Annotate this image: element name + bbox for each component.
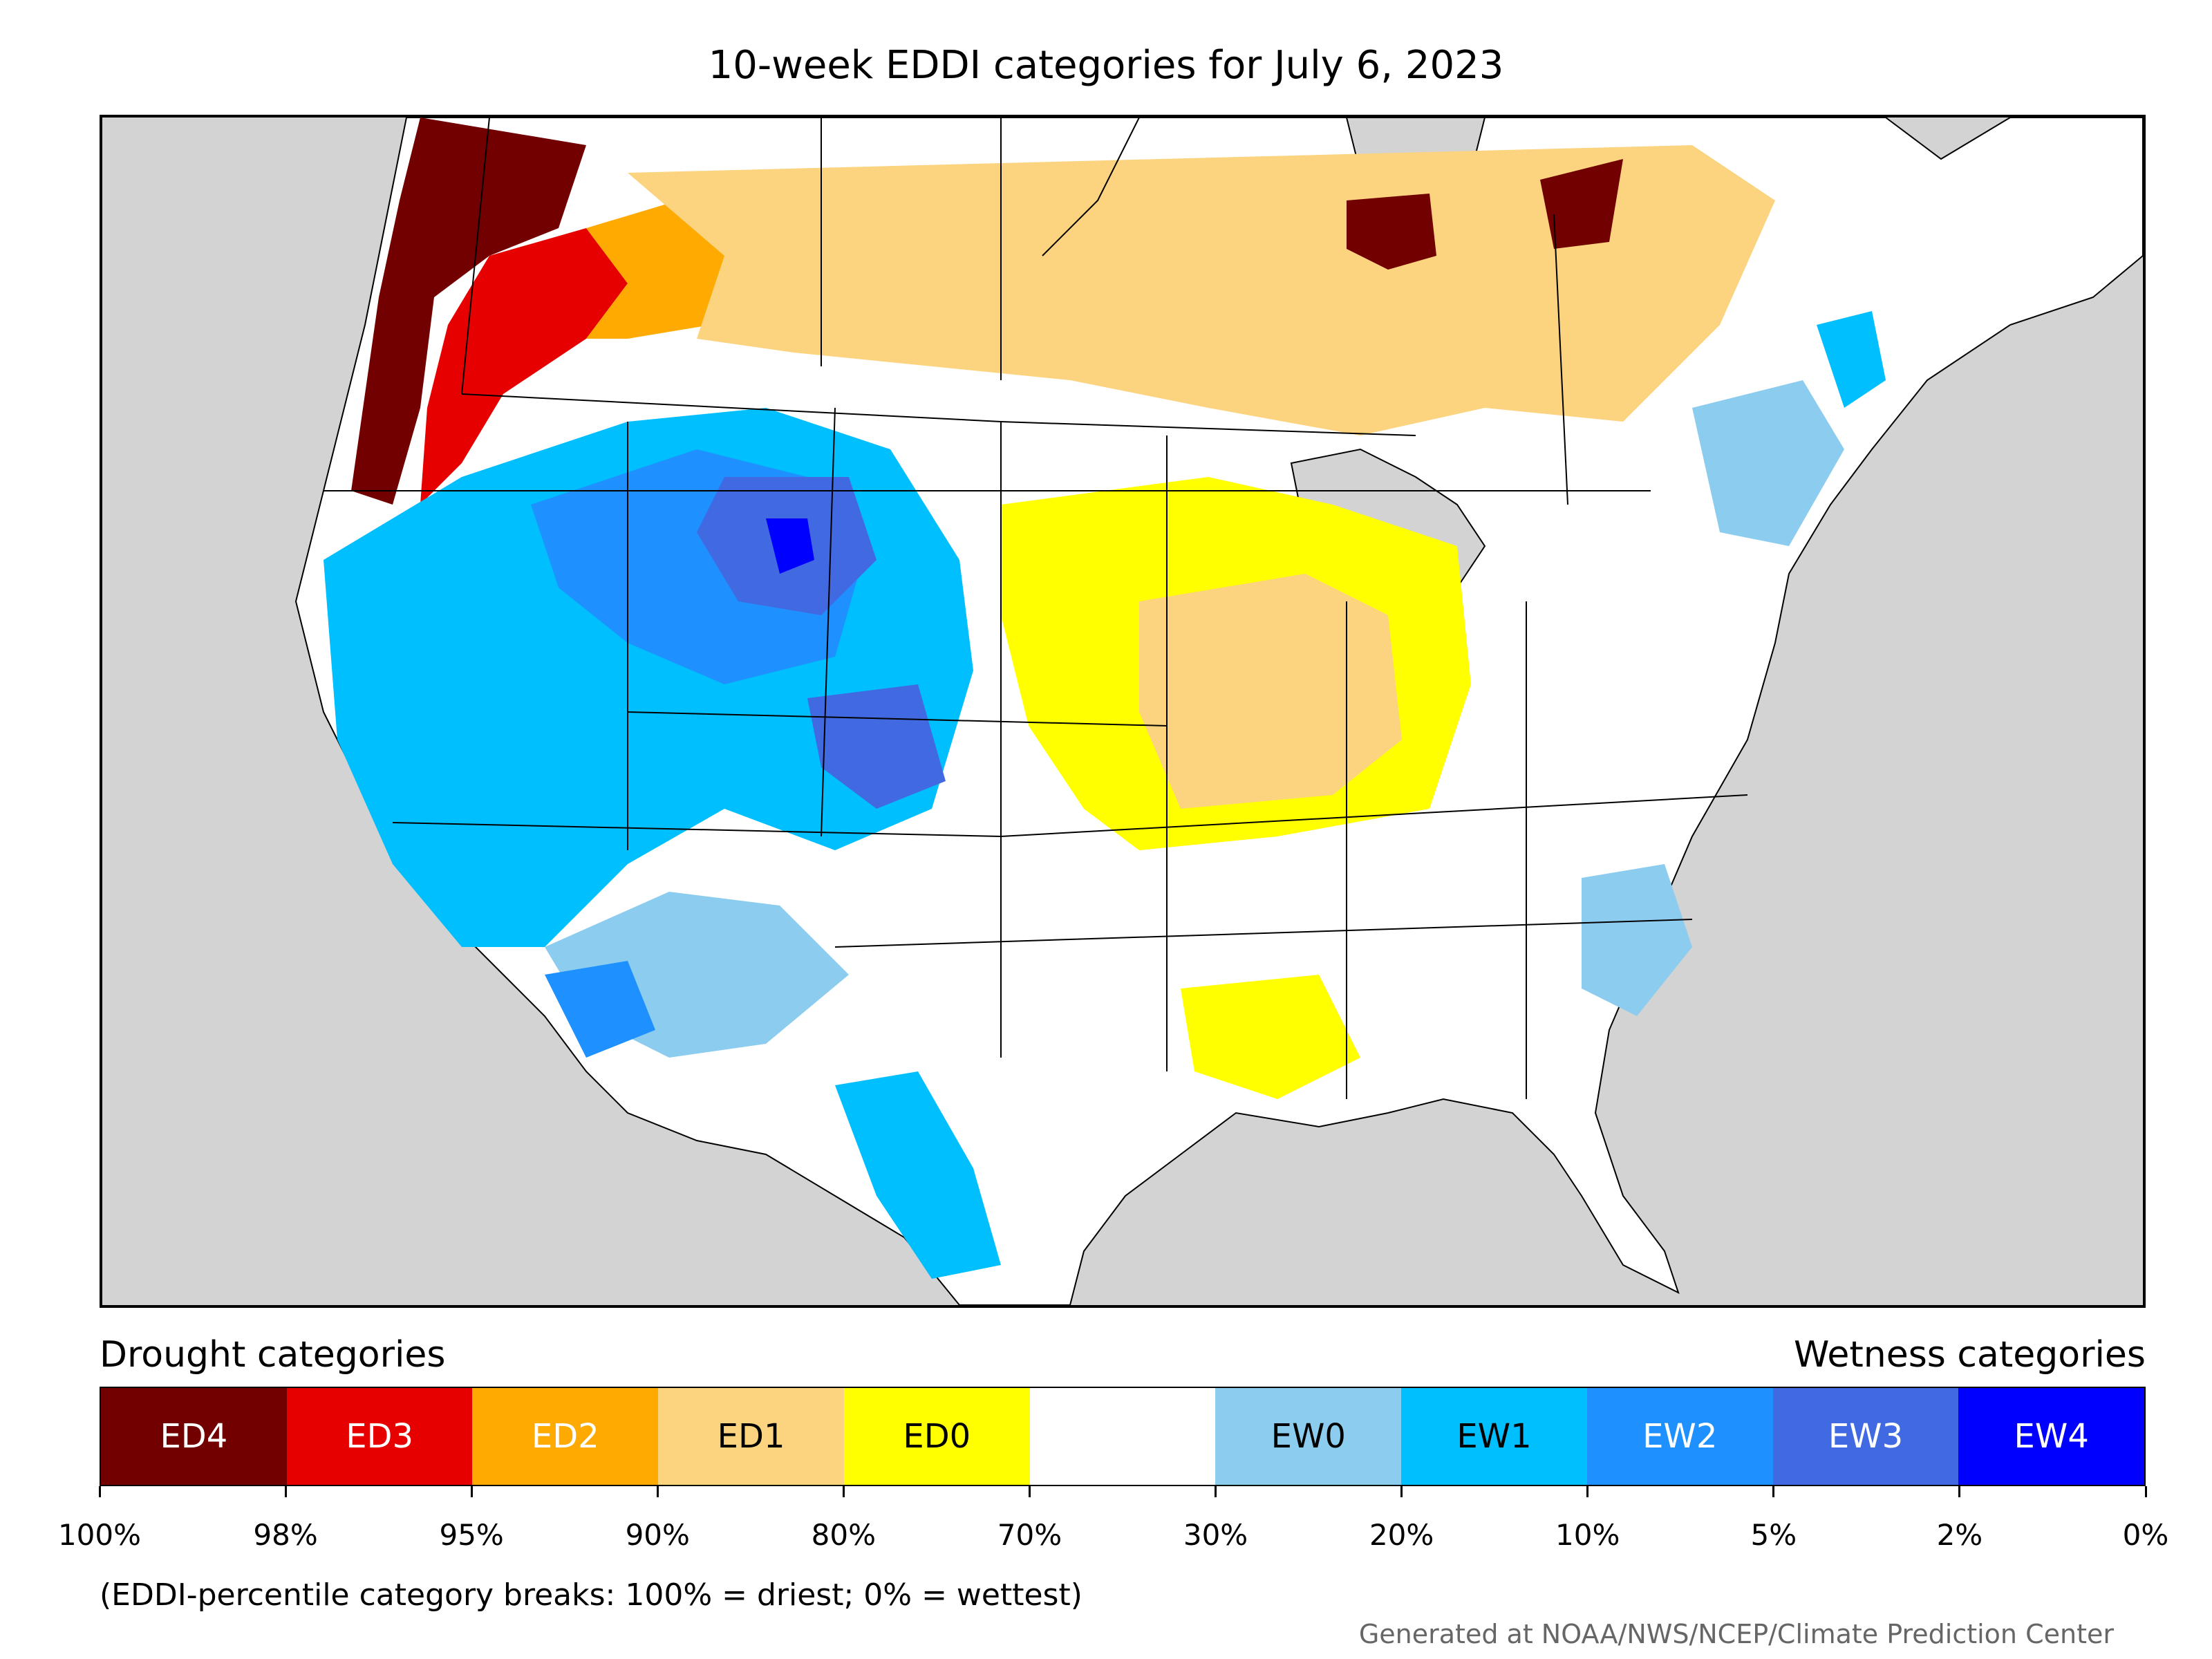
colorbar-tick-label: 95% [439,1518,504,1552]
ed1-midwest [1139,574,1402,809]
colorbar-tick [2144,1486,2147,1497]
drought-categories-label: Drought categories [100,1334,446,1376]
map-title: 10-week EDDI categories for July 6, 2023 [708,43,1504,88]
colorbar-tick [1586,1486,1589,1497]
legend-swatch-ew4: EW4 [1958,1388,2145,1485]
ew1-new-england [1817,311,1886,408]
eddi-map [100,115,2146,1308]
colorbar-tick-label: 70% [997,1518,1062,1552]
legend-swatch-normal [1029,1388,1216,1485]
colorbar-tick-label: 80% [811,1518,877,1552]
ew1-texas [835,1071,1001,1279]
colorbar-tick-label: 98% [253,1518,318,1552]
ew0-southeast [1582,864,1692,1016]
colorbar-tick-label: 2% [1936,1518,1983,1552]
legend-swatch-ed0: ED0 [843,1388,1030,1485]
colorbar-tick-label: 20% [1369,1518,1434,1552]
legend-swatch-ed1: ED1 [658,1388,844,1485]
colorbar-tick-label: 30% [1183,1518,1248,1552]
colorbar-tick [1772,1486,1775,1497]
colorbar-tick [1028,1486,1031,1497]
colorbar-tick-label: 90% [625,1518,690,1552]
colorbar-tick-label: 5% [1750,1518,1797,1552]
colorbar-tick [656,1486,659,1497]
legend-swatch-ew0: EW0 [1215,1388,1402,1485]
ed4-ontario [1347,194,1436,270]
ew2-arizona [545,961,655,1058]
ew0-northeast [1692,380,1844,546]
category-breaks-note: (EDDI-percentile category breaks: 100% =… [100,1577,1082,1613]
colorbar-tick [842,1486,845,1497]
colorbar-tick-label: 10% [1555,1518,1620,1552]
legend-swatch-ew3: EW3 [1772,1388,1959,1485]
ed1-western-canada [628,145,1775,435]
legend-swatch-ew2: EW2 [1586,1388,1773,1485]
colorbar-tick [1958,1486,1961,1497]
colorbar: ED4 ED3 ED2 ED1 ED0 EW0 EW1 EW2 EW3 EW4 [100,1387,2146,1486]
ew3-colorado [807,684,946,809]
colorbar-tick [470,1486,473,1497]
legend-swatch-ed2: ED2 [472,1388,659,1485]
boundaries [324,118,1748,1099]
ew4-wyoming [766,518,814,574]
legend-swatch-ew1: EW1 [1401,1388,1587,1485]
legend-swatch-ed3: ED3 [286,1388,473,1485]
colorbar-tick [98,1486,101,1497]
colorbar-tick [284,1486,287,1497]
ed4-pacific-northwest [351,118,586,505]
ed0-gulf [1181,975,1360,1099]
credit-line: Generated at NOAA/NWS/NCEP/Climate Predi… [1358,1619,2114,1649]
colorbar-tick [1400,1486,1403,1497]
colorbar-tick-label: 100% [57,1518,142,1552]
wetness-categories-label: Wetness categories [1794,1334,2146,1376]
ed4-quebec [1540,159,1623,249]
legend-swatch-ed4: ED4 [101,1388,287,1485]
colorbar-tick [1215,1486,1217,1497]
map-canvas [102,118,2143,1305]
colorbar-tick-label: 0% [2122,1518,2169,1552]
